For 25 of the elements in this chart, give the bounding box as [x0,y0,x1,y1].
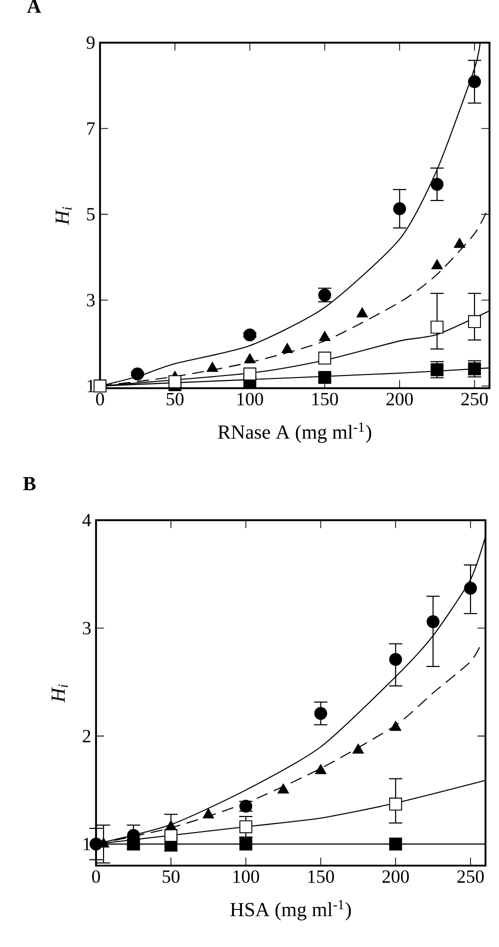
x-axis-title: HSA (mg ml$^{-1}$) [230,900,351,920]
x-tick-label: 250 [457,870,484,883]
y-axis-title: H$_{i}$ [52,684,68,703]
x-axis-title: RNase A (mg ml$^{-1}$) [218,422,372,443]
x-tick-label: 150 [312,392,338,406]
x-tick-label: 150 [308,870,334,883]
x-tick-label: 50 [162,870,180,883]
y-axis-title: H$_{i}$ [56,207,72,226]
y-tick-label: 3 [83,622,91,634]
chart-title: B [23,477,36,490]
y-tick-label: 9 [86,36,95,49]
x-tick-label: 50 [166,392,184,406]
y-tick-label: 5 [87,208,95,221]
y-tick-label: 3 [87,294,95,306]
x-tick-label: 0 [92,870,100,883]
y-tick-label: 2 [82,730,90,742]
y-tick-label: 4 [82,514,92,526]
x-tick-label: 200 [382,870,409,883]
x-tick-label: 250 [461,392,488,406]
x-tick-label: 100 [238,392,264,406]
x-tick-label: 200 [386,392,413,406]
x-tick-label: 100 [234,870,260,883]
y-tick-label: 7 [87,122,95,135]
chart-title: A [27,0,42,13]
x-tick-label: 0 [96,392,104,406]
